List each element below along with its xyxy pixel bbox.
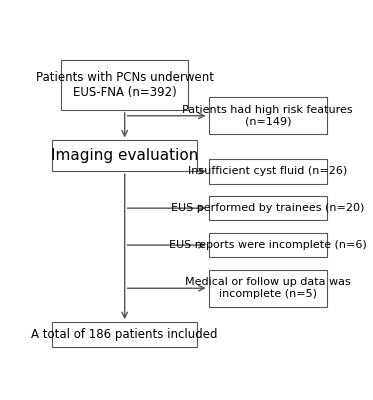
Text: Insufficient cyst fluid (n=26): Insufficient cyst fluid (n=26) <box>188 166 347 176</box>
Text: Medical or follow up data was
incomplete (n=5): Medical or follow up data was incomplete… <box>185 278 351 299</box>
FancyBboxPatch shape <box>52 140 197 171</box>
Text: EUS reports were incomplete (n=6): EUS reports were incomplete (n=6) <box>169 240 367 250</box>
FancyBboxPatch shape <box>209 270 327 307</box>
Text: EUS performed by trainees (n=20): EUS performed by trainees (n=20) <box>171 203 364 213</box>
FancyBboxPatch shape <box>61 60 188 110</box>
Text: Patients had high risk features
(n=149): Patients had high risk features (n=149) <box>182 105 353 126</box>
Text: Imaging evaluation: Imaging evaluation <box>51 148 198 163</box>
Text: A total of 186 patients included: A total of 186 patients included <box>31 328 218 341</box>
FancyBboxPatch shape <box>209 97 327 134</box>
FancyBboxPatch shape <box>209 196 327 220</box>
FancyBboxPatch shape <box>209 233 327 258</box>
Text: Patients with PCNs underwent
EUS-FNA (n=392): Patients with PCNs underwent EUS-FNA (n=… <box>36 71 214 99</box>
FancyBboxPatch shape <box>52 322 197 347</box>
FancyBboxPatch shape <box>209 159 327 184</box>
